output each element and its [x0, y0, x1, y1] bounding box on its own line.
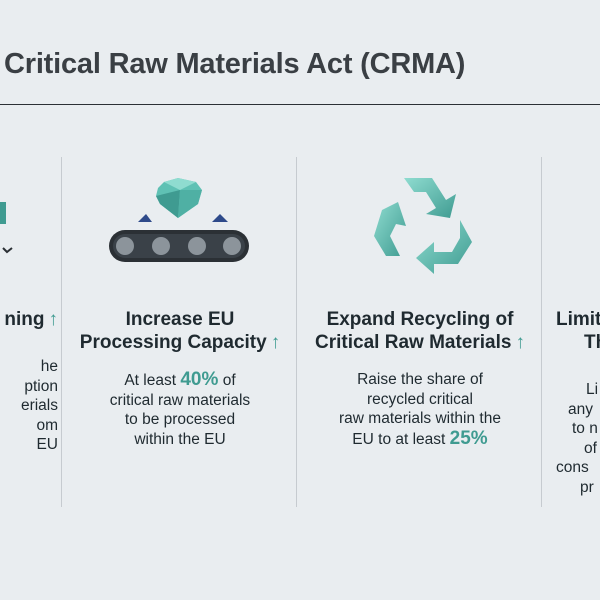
highlight-value: 25%	[449, 427, 488, 449]
body-text: of	[222, 372, 236, 389]
body-line: of	[584, 439, 597, 457]
column-body: At least 40% of critical raw materials t…	[60, 370, 300, 449]
column-body: Li any to n of cons pr	[544, 380, 600, 497]
mining-icon	[0, 160, 58, 280]
page-title: Critical Raw Materials Act (CRMA)	[4, 48, 466, 80]
body-line: raw materials within the	[339, 410, 501, 427]
column-mining: ning ↑ he ption erials om EU	[0, 160, 58, 455]
body-line: to be processed	[124, 411, 236, 428]
body-line: critical raw materials	[109, 391, 251, 409]
heading-line: Expand Recycling of	[326, 309, 514, 330]
column-divider	[61, 157, 62, 507]
heading-line: ning	[4, 309, 45, 330]
body-line: any	[568, 400, 593, 418]
column-body: Raise the share of recycled critical raw…	[300, 370, 540, 449]
body-line: Raise the share of	[357, 371, 483, 388]
body-text: EU to at least	[352, 430, 446, 448]
column-recycling: Expand Recycling of Critical Raw Materia…	[300, 160, 540, 449]
body-line: om	[36, 416, 58, 434]
body-line: cons	[556, 459, 589, 476]
body-line: to n	[572, 420, 598, 437]
heading-line: Th	[584, 332, 600, 353]
heading-line: Critical Raw Materials	[315, 332, 512, 353]
conveyor-gem-icon	[60, 160, 300, 280]
recycle-icon	[300, 160, 540, 280]
title-rule	[0, 104, 600, 105]
body-line: he	[40, 358, 58, 375]
body-line: ption	[24, 377, 58, 395]
up-arrow-icon: ↑	[270, 332, 281, 353]
column-processing: Increase EU Processing Capacity ↑ At leas…	[60, 160, 300, 449]
body-line: pr	[580, 478, 594, 496]
heading-line: Increase EU	[125, 309, 235, 330]
body-line: within the EU	[134, 430, 226, 448]
body-text: At least	[124, 372, 177, 389]
body-line: EU	[36, 436, 58, 453]
body-line: Li	[586, 381, 599, 398]
column-divider	[296, 157, 297, 507]
body-line: recycled critical	[367, 390, 473, 408]
column-body: he ption erials om EU	[0, 357, 58, 455]
body-line: erials	[20, 397, 58, 414]
up-arrow-icon: ↑	[48, 309, 59, 330]
column-limit: Limit Th Li any to n of cons pr	[544, 160, 600, 497]
heading-line: Limit	[556, 309, 600, 330]
column-icon-area	[544, 160, 600, 280]
heading-line: Processing Capacity	[79, 332, 267, 353]
column-divider	[541, 157, 542, 507]
highlight-value: 40%	[180, 369, 219, 390]
up-arrow-icon: ↑	[515, 332, 525, 353]
